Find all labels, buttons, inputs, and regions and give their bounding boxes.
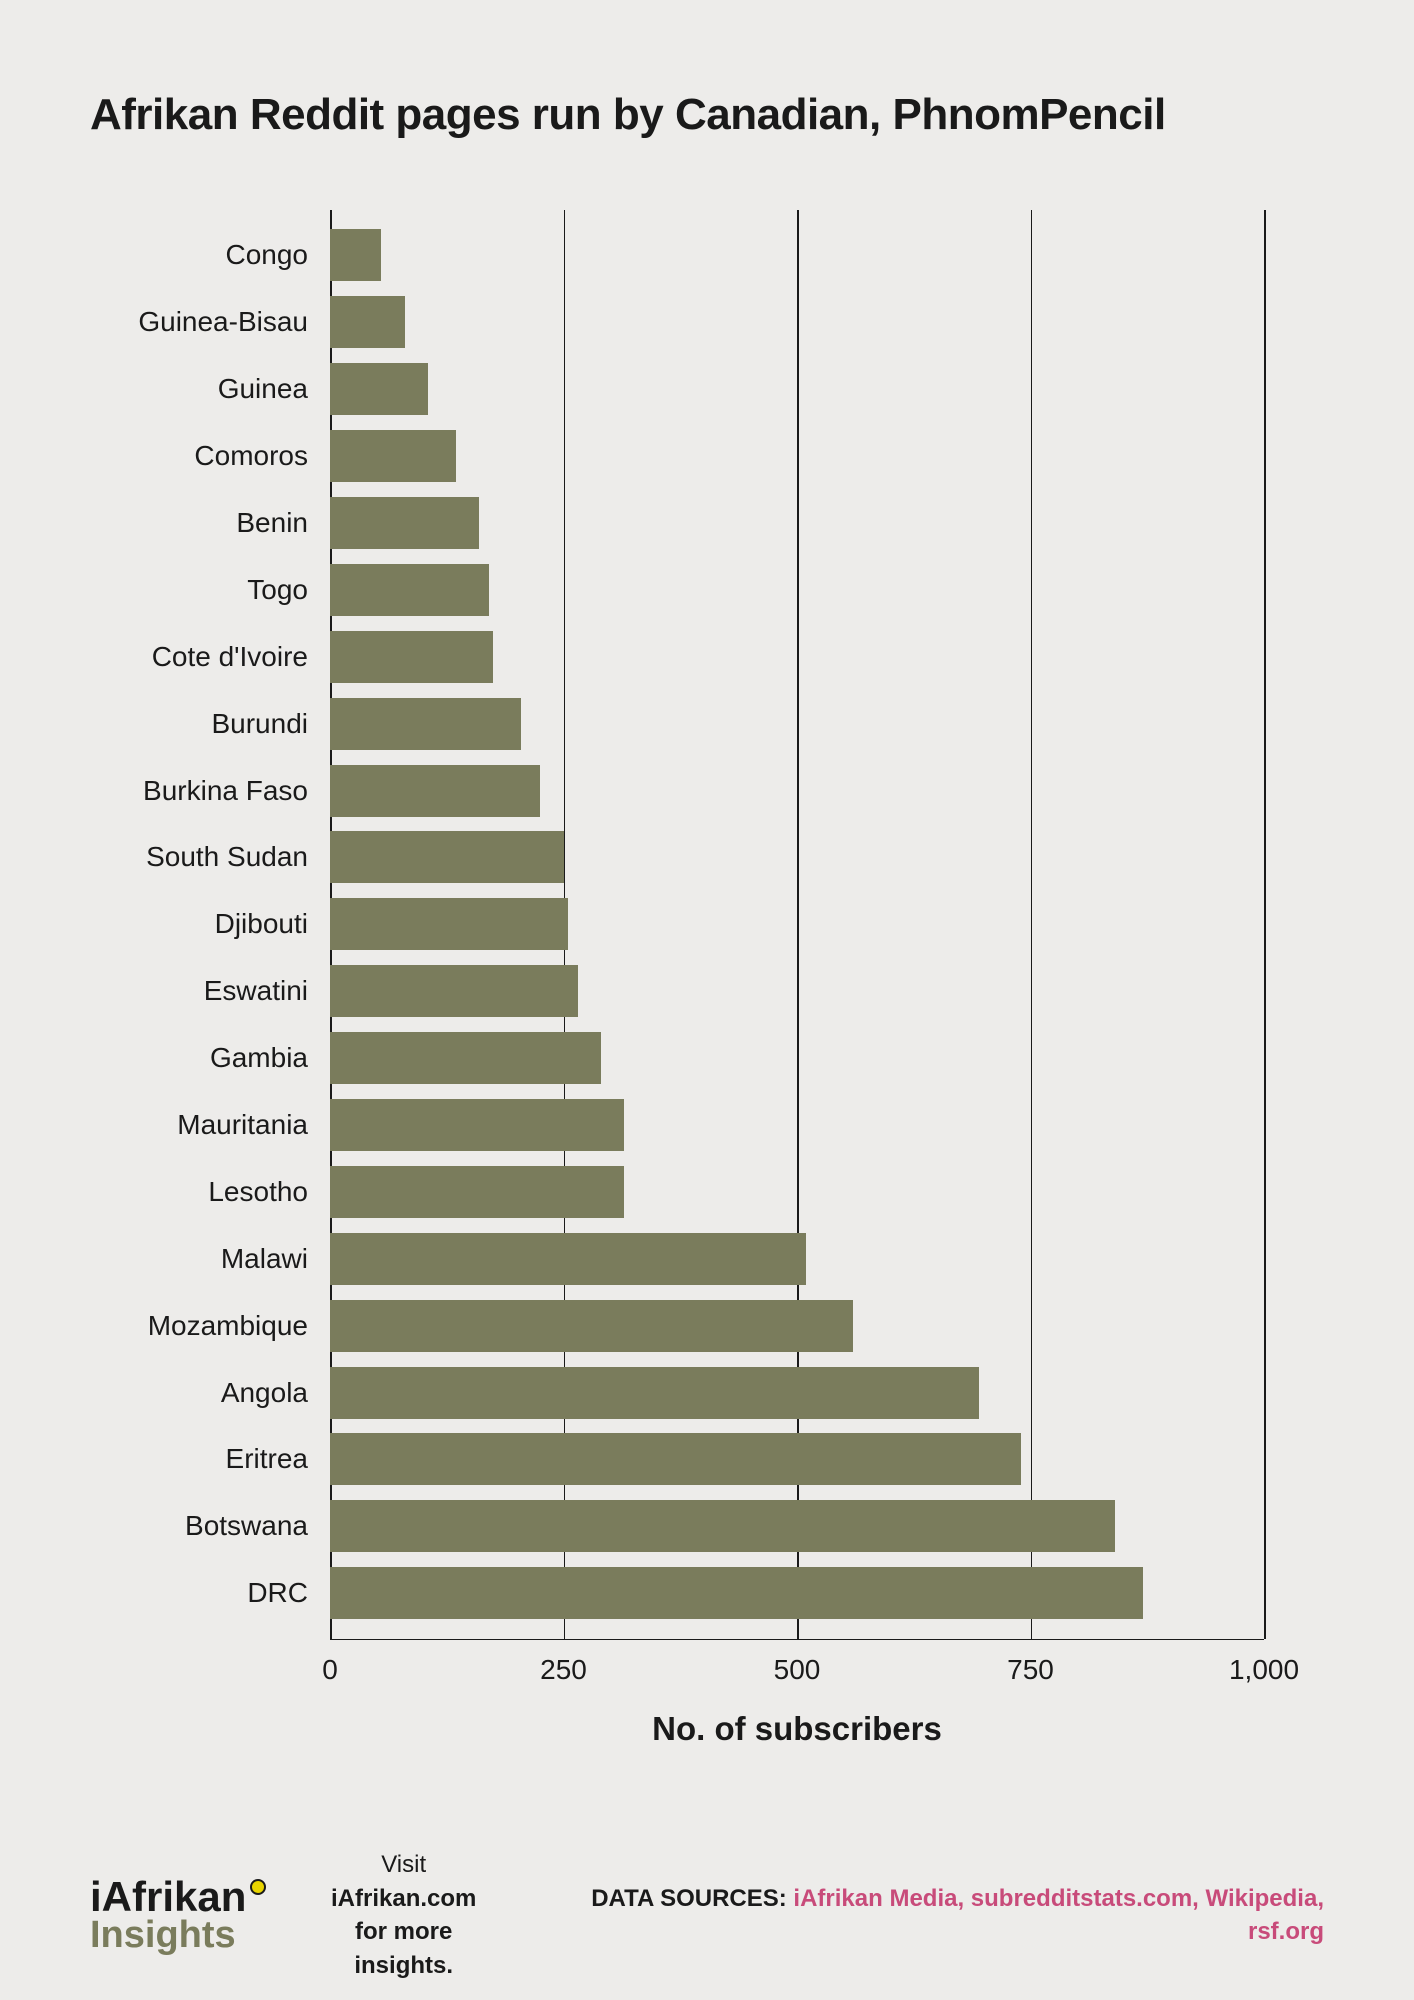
bar-row: Guinea [330, 361, 1264, 417]
bar [330, 1567, 1143, 1619]
bar-row: Eswatini [330, 963, 1264, 1019]
bar [330, 1433, 1021, 1485]
bar-label: Eritrea [226, 1443, 308, 1475]
footer-right: DATA SOURCES: iAfrikan Media, subreddits… [541, 1882, 1324, 1949]
bar-label: Djibouti [215, 908, 308, 940]
bar-row: Eritrea [330, 1431, 1264, 1487]
bar-row: Botswana [330, 1498, 1264, 1554]
logo-top: iAfrikan [90, 1877, 266, 1917]
logo: iAfrikan Insights [90, 1877, 266, 1953]
bar-label: Guinea-Bisau [138, 306, 308, 338]
bar-row: Benin [330, 495, 1264, 551]
x-tick-label: 500 [774, 1654, 821, 1686]
bar-label: Guinea [218, 373, 308, 405]
bar-label: Burkina Faso [143, 775, 308, 807]
x-axis-ticks: 02505007501,000 [330, 1640, 1264, 1690]
bar-row: Malawi [330, 1231, 1264, 1287]
bar [330, 1166, 624, 1218]
bar-row: Comoros [330, 428, 1264, 484]
bar-label: Angola [221, 1377, 308, 1409]
x-axis-label: No. of subscribers [330, 1710, 1264, 1748]
bar [330, 831, 564, 883]
chart-area: Congo Guinea-Bisau Guinea Comoros Benin Togo C… [90, 210, 1324, 1748]
data-sources-links: iAfrikan Media, subredditstats.com, Wiki… [793, 1885, 1324, 1946]
bar [330, 1500, 1115, 1552]
x-tick-label: 0 [322, 1654, 338, 1686]
bar-row: Mauritania [330, 1097, 1264, 1153]
bar-row: Mozambique [330, 1298, 1264, 1354]
bar [330, 965, 578, 1017]
bar-label: Benin [236, 507, 308, 539]
logo-dot-icon [250, 1879, 266, 1895]
bar [330, 1300, 853, 1352]
bar-row: Congo [330, 227, 1264, 283]
bar [330, 363, 428, 415]
bar-label: Botswana [185, 1510, 308, 1542]
footer: iAfrikan Insights Visit iAfrikan.com for… [90, 1848, 1324, 1982]
footer-mid-brand: iAfrikan.com [331, 1885, 476, 1912]
plot-region: Congo Guinea-Bisau Guinea Comoros Benin Togo C… [330, 210, 1264, 1640]
bar [330, 1032, 601, 1084]
bar-label: South Sudan [146, 841, 308, 873]
footer-mid-line2: for more insights. [354, 1918, 453, 1979]
bar [330, 631, 493, 683]
bar-label: Malawi [221, 1243, 308, 1275]
bar-label: Cote d'Ivoire [152, 641, 308, 673]
bar-label: Congo [225, 239, 308, 271]
bar-label: Lesotho [208, 1176, 308, 1208]
bar-row: Angola [330, 1365, 1264, 1421]
bar-label: Comoros [194, 440, 308, 472]
bar-label: Gambia [210, 1042, 308, 1074]
bar [330, 698, 521, 750]
bar-row: Burundi [330, 696, 1264, 752]
bar-row: Lesotho [330, 1164, 1264, 1220]
bar-label: Burundi [211, 708, 308, 740]
bar-label: DRC [247, 1577, 308, 1609]
bar-row: Guinea-Bisau [330, 294, 1264, 350]
bar [330, 229, 381, 281]
bar-row: DRC [330, 1565, 1264, 1621]
x-tick-label: 750 [1007, 1654, 1054, 1686]
bar-label: Togo [247, 574, 308, 606]
bar-row: Burkina Faso [330, 763, 1264, 819]
logo-bottom: Insights [90, 1917, 266, 1953]
gridline [1264, 210, 1266, 1639]
bar [330, 296, 405, 348]
bar [330, 765, 540, 817]
bar-row: South Sudan [330, 829, 1264, 885]
bar [330, 898, 568, 950]
x-tick-label: 1,000 [1229, 1654, 1299, 1686]
data-sources-label: DATA SOURCES: [591, 1885, 793, 1912]
footer-mid: Visit iAfrikan.com for more insights. [306, 1848, 501, 1982]
chart-title: Afrikan Reddit pages run by Canadian, Ph… [90, 90, 1324, 140]
bar-row: Djibouti [330, 896, 1264, 952]
footer-mid-prefix: Visit [381, 1851, 426, 1878]
bar-row: Gambia [330, 1030, 1264, 1086]
bar-label: Eswatini [204, 975, 308, 1007]
bar-label: Mozambique [148, 1310, 308, 1342]
logo-top-text: iAfrikan [90, 1877, 246, 1917]
bar-row: Togo [330, 562, 1264, 618]
bar [330, 497, 479, 549]
bar [330, 430, 456, 482]
bar [330, 1367, 979, 1419]
x-tick-label: 250 [540, 1654, 587, 1686]
bar [330, 1099, 624, 1151]
bar [330, 564, 489, 616]
bar-row: Cote d'Ivoire [330, 629, 1264, 685]
bar [330, 1233, 806, 1285]
bar-label: Mauritania [177, 1109, 308, 1141]
bars-container: Congo Guinea-Bisau Guinea Comoros Benin Togo C… [330, 210, 1264, 1639]
